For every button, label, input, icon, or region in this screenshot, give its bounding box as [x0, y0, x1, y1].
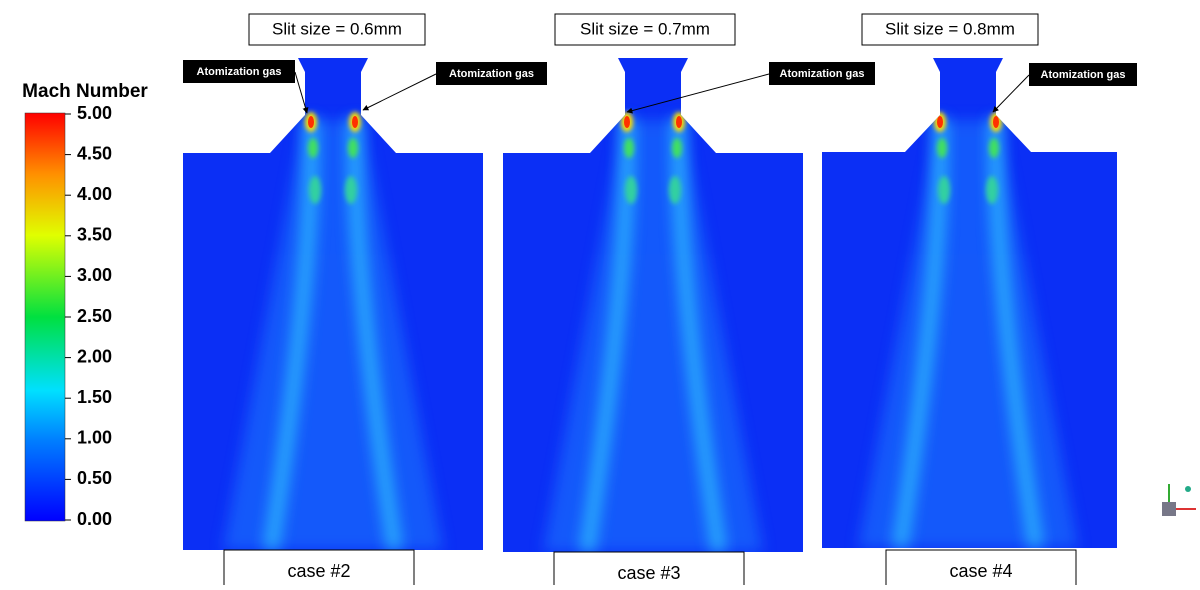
contour-panel: Slit size = 0.7mm case #3 — [503, 13, 803, 590]
colorbar-tick-label: 4.00 — [77, 184, 112, 204]
shock-cell — [308, 138, 318, 158]
annotation-box — [183, 60, 295, 83]
colorbar-ticks: 5.00 4.50 4.00 3.50 3.00 2.50 2.00 1.50 1.00 0.50… — [65, 103, 112, 529]
case-label-box — [885, 549, 1077, 590]
colorbar-tick-label: 1.00 — [77, 428, 112, 448]
panels: Slit size = 0.6mm case #2 Slit size = 0.7m… — [183, 13, 1137, 590]
annotation-label: Atomization gas — [197, 66, 282, 78]
shock-cell — [345, 176, 357, 204]
axis-triad — [1162, 484, 1196, 516]
colorbar-tick-label: 1.50 — [77, 387, 112, 407]
jet — [670, 117, 727, 552]
shock-cell — [625, 176, 637, 204]
slit-label-box — [861, 13, 1039, 46]
hot-spot — [352, 116, 358, 128]
annotation-label: Atomization gas — [449, 68, 534, 80]
shock-cell — [938, 176, 950, 204]
contour-panel: Slit size = 0.6mm case #2 — [183, 13, 483, 590]
shock-cell — [989, 138, 999, 158]
annotation-arrow — [992, 74, 1030, 113]
colorbar-tick-label: 4.50 — [77, 143, 112, 163]
annotation-label: Atomization gas — [780, 68, 865, 80]
shock-cell — [309, 176, 321, 204]
jet-plume — [223, 120, 443, 550]
case-label: case #3 — [617, 563, 680, 583]
colorbar-tick-label: 0.00 — [77, 509, 112, 529]
colorbar-tick-label: 2.50 — [77, 306, 112, 326]
hot-spot — [624, 116, 630, 128]
colorbar-tick-label: 5.00 — [77, 103, 112, 123]
case-label: case #2 — [287, 561, 350, 581]
colorbar — [24, 112, 66, 522]
contour-panel: Slit size = 0.8mm case #4 — [822, 13, 1117, 590]
colorbar-tick-label: 2.00 — [77, 346, 112, 366]
hot-spot — [676, 116, 682, 128]
case-label: case #4 — [949, 561, 1012, 581]
jet — [263, 117, 320, 550]
case-label-box — [553, 551, 745, 590]
hot-spot — [937, 116, 943, 128]
jet — [892, 117, 949, 548]
shock-cell — [348, 138, 358, 158]
annotation-arrow — [294, 71, 309, 114]
colorbar-tick-label: 3.00 — [77, 265, 112, 285]
slit-label: Slit size = 0.8mm — [885, 19, 1015, 38]
slit-label: Slit size = 0.7mm — [580, 19, 710, 38]
annotation-box — [436, 62, 547, 85]
jet — [346, 117, 403, 550]
colorbar-tick-label: 3.50 — [77, 225, 112, 245]
annotation-arrow — [626, 73, 770, 114]
slit-label-box — [554, 13, 736, 46]
colorbar-title: Mach Number — [22, 81, 148, 102]
slit-label-box — [248, 13, 426, 46]
shock-cell — [672, 138, 682, 158]
case-label-box — [223, 549, 415, 590]
annotation-box — [1029, 63, 1137, 86]
shock-cell — [937, 138, 947, 158]
jet — [579, 117, 636, 552]
annotation-label: Atomization gas — [1041, 69, 1126, 81]
shock-cell — [986, 176, 998, 204]
shock-cell — [669, 176, 681, 204]
jet — [987, 117, 1044, 548]
hot-spot — [993, 116, 999, 128]
colorbar-tick-label: 0.50 — [77, 468, 112, 488]
hot-spot — [308, 116, 314, 128]
annotation-box — [769, 62, 875, 85]
shock-cell — [624, 138, 634, 158]
slit-label: Slit size = 0.6mm — [272, 19, 402, 38]
annotation-arrow — [362, 73, 437, 111]
